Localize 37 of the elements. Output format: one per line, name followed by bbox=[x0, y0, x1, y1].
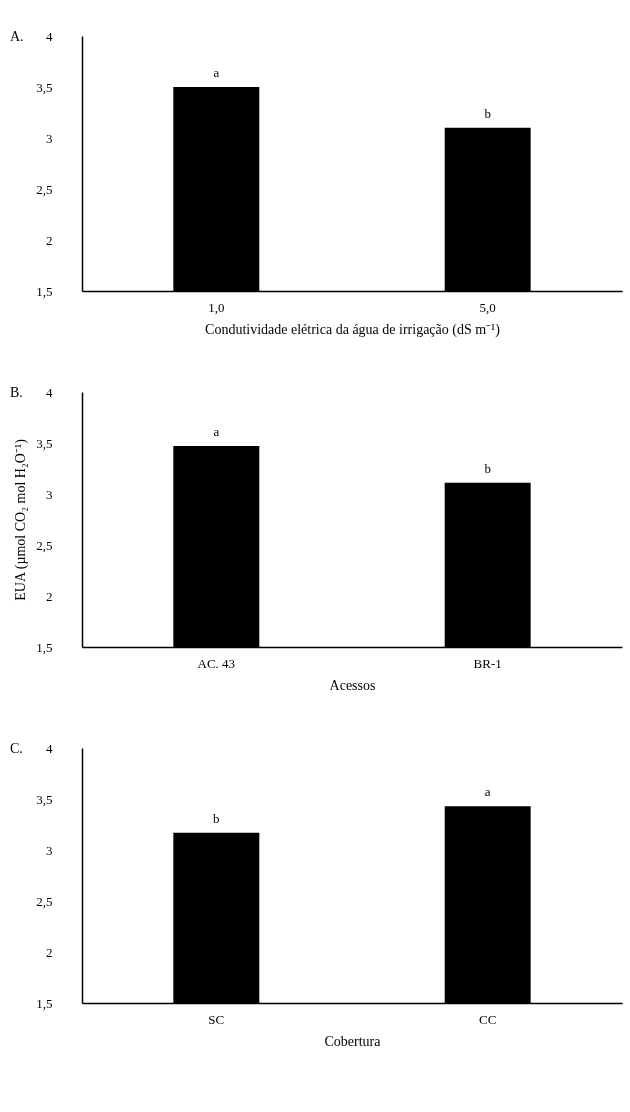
y-tick-label: 3 bbox=[46, 486, 53, 502]
y-tick-label: 4 bbox=[46, 28, 53, 44]
x-axis-title: Acessos bbox=[329, 677, 376, 693]
annotation: a bbox=[213, 65, 220, 80]
annotation: a bbox=[484, 784, 491, 800]
y-tick-label: 1,5 bbox=[36, 995, 53, 1011]
x-axis-title: Condutividade elétrica da água de irrigação (dS m⁻¹) bbox=[205, 321, 501, 338]
x-tick-label: AC. 43 bbox=[197, 655, 236, 671]
y-tick-label: 3,5 bbox=[36, 435, 53, 451]
x-tick-label: CC bbox=[479, 1011, 497, 1027]
annotation: a bbox=[213, 424, 220, 440]
y-tick-label: 3,5 bbox=[36, 791, 53, 807]
y-tick-label: 2 bbox=[46, 232, 53, 248]
y-tick-label: 1,5 bbox=[36, 639, 53, 655]
x-tick-label: SC bbox=[208, 1011, 225, 1027]
chart-title: B. bbox=[10, 385, 23, 400]
y-tick-label: 3,5 bbox=[36, 79, 53, 95]
chart-title: C. bbox=[10, 741, 23, 756]
annotation: b bbox=[484, 460, 491, 476]
y-tick-label: 2,5 bbox=[36, 181, 53, 197]
y-tick-label: 2 bbox=[46, 944, 53, 960]
y-tick-label: 4 bbox=[46, 740, 53, 756]
y-tick-label: 2,5 bbox=[36, 537, 53, 553]
x-axis-title: Cobertura bbox=[324, 1033, 382, 1049]
x-tick-label: 5,0 bbox=[479, 299, 496, 315]
y-tick-label: 3 bbox=[46, 130, 53, 146]
annotation: b bbox=[213, 810, 220, 826]
x-tick-label: 1,0 bbox=[208, 299, 225, 315]
x-tick-label: BR-1 bbox=[473, 655, 502, 671]
chart-title: A. bbox=[10, 29, 24, 44]
y-tick-label: 4 bbox=[46, 384, 53, 400]
y-tick-label: 2,5 bbox=[36, 893, 53, 909]
annotation: b bbox=[484, 105, 491, 121]
y-tick-label: 3 bbox=[46, 842, 53, 858]
y-tick-label: 1,5 bbox=[36, 283, 53, 299]
y-axis-title: EUA (µmol CO₂ mol H₂O⁻¹) bbox=[13, 438, 30, 601]
y-tick-label: 2 bbox=[46, 588, 53, 604]
